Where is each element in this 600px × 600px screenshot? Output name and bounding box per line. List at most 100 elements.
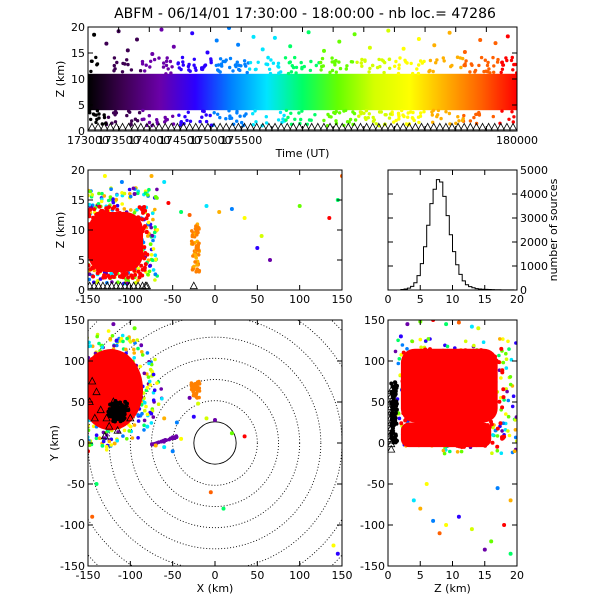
x-tick-label: 15 <box>478 569 492 582</box>
plot-frame <box>387 169 518 291</box>
source-point <box>449 373 454 378</box>
source-point <box>364 116 368 121</box>
source-point <box>426 337 431 341</box>
source-point <box>435 114 439 119</box>
source-point <box>123 268 128 272</box>
source-point <box>259 234 264 238</box>
source-point <box>89 390 94 395</box>
source-point <box>467 414 472 419</box>
source-point <box>423 394 428 399</box>
source-point <box>135 338 140 342</box>
source-point <box>108 214 113 219</box>
y-tick-label: 1000 <box>520 260 548 273</box>
figure-title: ABFM - 06/14/01 17:30:00 - 18:00:00 - nb… <box>114 6 496 22</box>
source-point <box>490 440 495 445</box>
source-point <box>115 343 119 348</box>
source-point <box>500 405 505 410</box>
source-point <box>218 115 222 120</box>
source-point <box>112 234 117 239</box>
source-point <box>251 112 255 116</box>
source-point <box>75 410 79 414</box>
source-point <box>107 248 111 253</box>
x-tick-label: 20 <box>510 293 524 306</box>
source-point <box>251 123 256 127</box>
source-point <box>322 48 326 53</box>
source-point <box>122 249 127 254</box>
y-tick-label: -100 <box>60 519 85 532</box>
source-point <box>109 258 114 263</box>
source-point <box>71 422 75 426</box>
source-point <box>114 259 119 264</box>
source-point <box>132 211 137 215</box>
source-point <box>94 223 99 227</box>
source-point <box>290 63 294 68</box>
y-tick-label: -150 <box>360 560 385 573</box>
source-point <box>458 360 463 365</box>
source-point <box>300 65 304 70</box>
source-point <box>122 222 127 227</box>
source-point <box>414 377 419 381</box>
source-point <box>88 243 93 248</box>
source-point <box>469 527 474 532</box>
source-point <box>162 445 167 450</box>
source-point <box>174 434 179 438</box>
source-point <box>115 438 119 443</box>
source-point <box>133 117 138 121</box>
source-point <box>485 63 490 68</box>
source-point <box>186 64 191 69</box>
source-point <box>155 228 160 232</box>
source-point <box>510 55 514 60</box>
source-point <box>94 218 99 223</box>
source-point <box>77 344 81 348</box>
source-point <box>504 366 509 370</box>
source-point <box>238 114 242 118</box>
source-point <box>99 208 104 213</box>
source-point <box>129 240 134 245</box>
source-point <box>277 65 281 69</box>
source-point <box>147 379 152 384</box>
source-point <box>481 424 486 429</box>
source-point <box>235 109 239 114</box>
source-point <box>99 213 104 218</box>
source-point <box>394 385 399 390</box>
source-point <box>128 340 133 344</box>
source-point <box>171 122 176 126</box>
source-point <box>131 186 136 191</box>
source-point <box>102 115 107 120</box>
source-point <box>179 436 184 441</box>
source-point <box>396 71 401 76</box>
source-point <box>96 259 101 264</box>
source-point <box>142 371 147 376</box>
source-point <box>148 367 153 372</box>
source-point <box>73 427 77 431</box>
source-point <box>282 113 286 118</box>
station-marker <box>331 122 341 131</box>
x-tick-label: 175000 <box>190 134 232 147</box>
source-point <box>77 427 81 431</box>
source-point <box>163 438 167 442</box>
source-point <box>153 443 158 448</box>
source-point <box>84 350 88 354</box>
source-point <box>441 448 446 453</box>
source-point <box>101 439 106 444</box>
source-point <box>81 350 85 354</box>
source-point <box>111 197 115 201</box>
source-point <box>129 273 134 278</box>
source-point <box>144 63 148 67</box>
source-point <box>218 70 222 74</box>
station-marker <box>399 122 408 131</box>
station-marker <box>88 397 94 405</box>
source-point <box>82 390 86 394</box>
source-point <box>112 344 116 348</box>
y-tick-label: 0 <box>378 437 385 450</box>
source-point <box>109 370 114 374</box>
source-point <box>152 230 157 235</box>
source-point <box>479 393 484 398</box>
source-point <box>216 68 220 72</box>
source-point <box>334 70 338 74</box>
source-point <box>100 191 104 196</box>
source-point <box>418 400 422 404</box>
source-point <box>122 191 127 196</box>
source-point <box>418 506 423 511</box>
source-point <box>502 523 507 527</box>
